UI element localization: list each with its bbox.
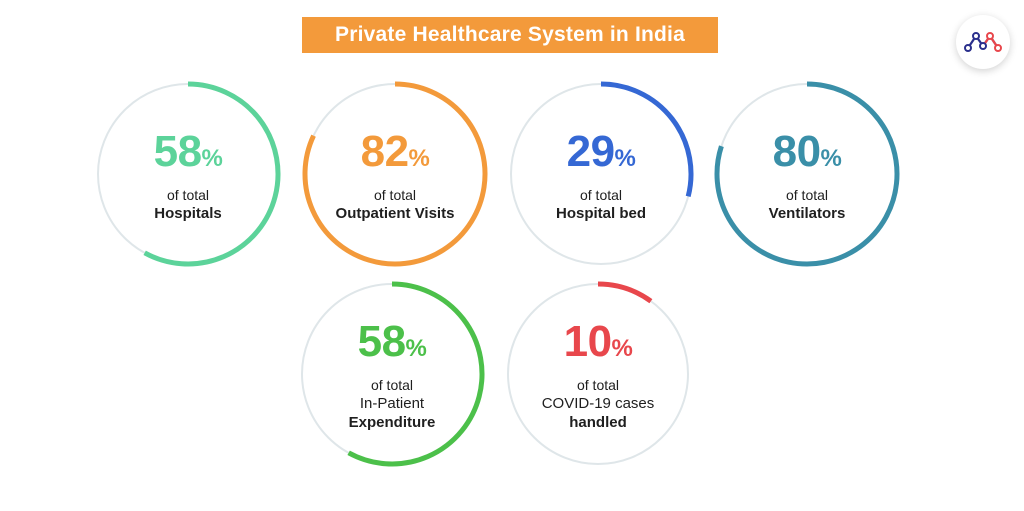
- stat-value: 29%: [501, 126, 701, 182]
- stat-label: In-Patient: [359, 395, 425, 412]
- stat-value: 80%: [707, 126, 907, 182]
- stat-prefix: of total: [166, 186, 210, 203]
- stat-card-2: 82% of total Outpatient Visits: [295, 126, 495, 223]
- stat-card-3: 29% of total Hospital bed: [501, 126, 701, 223]
- stat-number: 82: [360, 126, 409, 176]
- stat-label: Hospital bed: [555, 204, 646, 222]
- progress-arc-3: [600, 81, 694, 198]
- stat-value: 82%: [295, 126, 495, 182]
- stat-number: 58: [357, 317, 406, 366]
- stat-number: 58: [153, 126, 202, 176]
- title-banner: Private Healthcare System in India: [302, 17, 718, 53]
- stat-prefix: of total: [370, 377, 414, 393]
- progress-arc-1: [143, 81, 281, 267]
- stat-prefix: of total: [579, 186, 623, 203]
- stat-unit: %: [408, 144, 430, 172]
- stat-unit: %: [611, 335, 633, 362]
- stat-unit: %: [614, 144, 636, 172]
- stat-number: 80: [772, 126, 821, 176]
- progress-arc-5: [347, 281, 485, 467]
- stat-number: 10: [563, 317, 612, 366]
- stat-unit: %: [201, 144, 223, 172]
- stat-unit: %: [405, 335, 427, 362]
- stat-value: 10%: [498, 319, 698, 372]
- stat-value: 58%: [292, 319, 492, 372]
- stat-card-6: 10% of total COVID-19 cases handled: [498, 319, 698, 432]
- progress-arc-2: [302, 81, 488, 267]
- stat-label: Outpatient Visits: [335, 204, 455, 222]
- stat-label: Ventilators: [768, 204, 846, 222]
- stat-prefix: of total: [576, 377, 620, 393]
- stat-card-5: 58% of total In-Patient Expenditure: [292, 319, 492, 432]
- stat-unit: %: [820, 144, 842, 172]
- progress-arc-4: [714, 81, 900, 267]
- stat-prefix: of total: [373, 186, 417, 203]
- stat-label: Expenditure: [348, 414, 436, 431]
- stat-label: COVID-19 cases: [541, 395, 655, 412]
- stat-value: 58%: [88, 126, 288, 182]
- stat-card-1: 58% of total Hospitals: [88, 126, 288, 223]
- progress-arc-6: [597, 281, 653, 304]
- logo-badge: [956, 15, 1010, 69]
- stat-label: Hospitals: [154, 204, 222, 222]
- stat-number: 29: [566, 126, 615, 176]
- page-title: Private Healthcare System in India: [335, 23, 685, 46]
- stat-card-4: 80% of total Ventilators: [707, 126, 907, 223]
- stat-prefix: of total: [785, 186, 829, 203]
- stat-label: handled: [569, 414, 627, 431]
- network-logo-icon: [964, 32, 1002, 52]
